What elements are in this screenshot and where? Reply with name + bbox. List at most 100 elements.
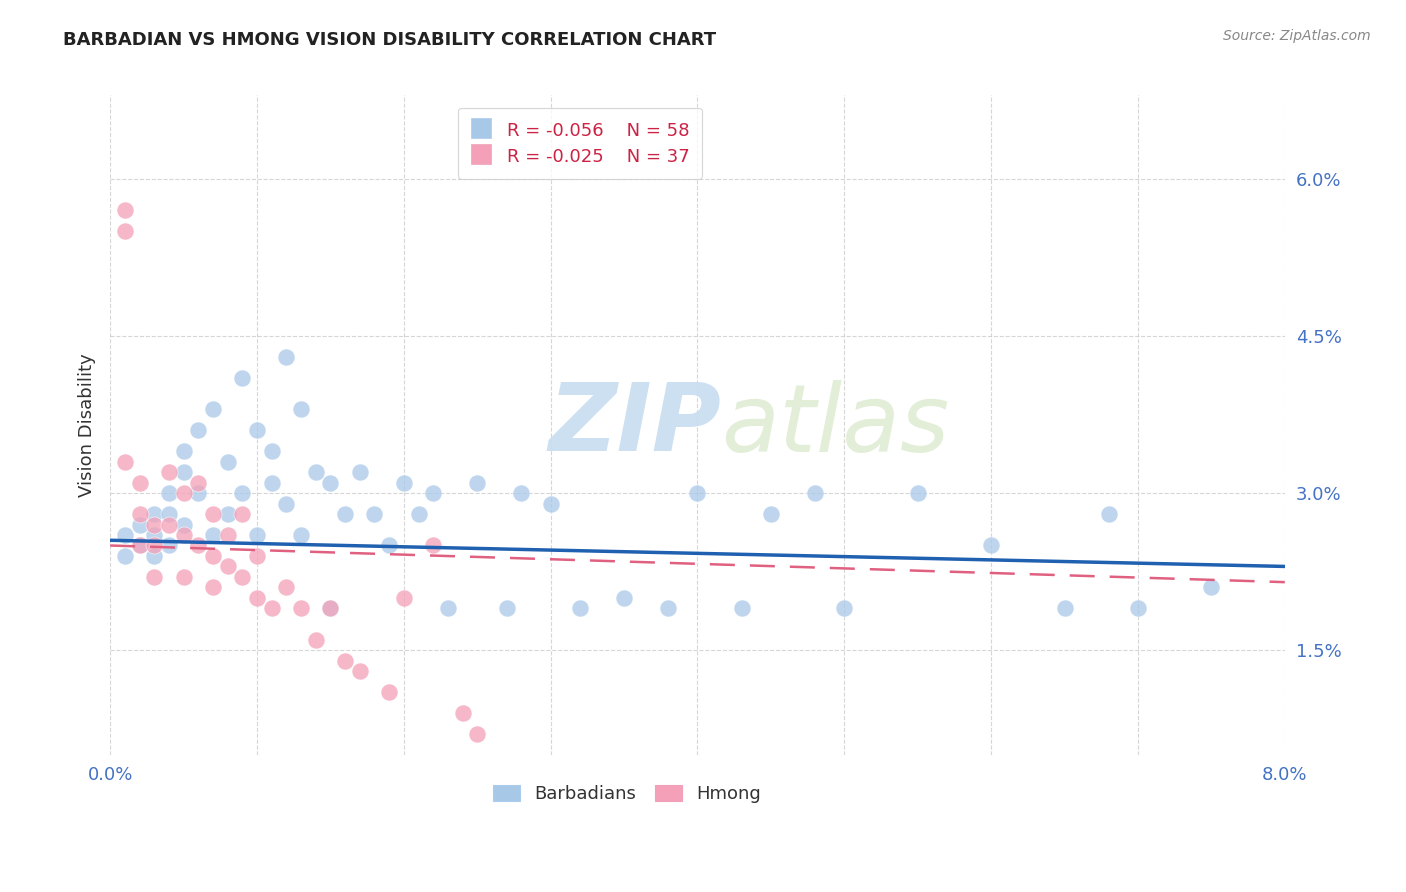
- Point: [980, 539, 1002, 553]
- Point: [143, 517, 166, 532]
- Point: [128, 475, 150, 490]
- Point: [305, 632, 328, 647]
- Y-axis label: Vision Disability: Vision Disability: [79, 353, 96, 497]
- Point: [128, 517, 150, 532]
- Point: [408, 507, 430, 521]
- Point: [276, 580, 298, 594]
- Point: [173, 570, 195, 584]
- Point: [437, 601, 460, 615]
- Point: [201, 507, 224, 521]
- Point: [143, 570, 166, 584]
- Point: [217, 559, 239, 574]
- Point: [217, 507, 239, 521]
- Text: BARBADIAN VS HMONG VISION DISABILITY CORRELATION CHART: BARBADIAN VS HMONG VISION DISABILITY COR…: [63, 31, 717, 49]
- Point: [290, 528, 312, 542]
- Point: [173, 465, 195, 479]
- Point: [276, 497, 298, 511]
- Point: [834, 601, 856, 615]
- Legend: Barbadians, Hmong: Barbadians, Hmong: [484, 775, 770, 812]
- Point: [290, 402, 312, 417]
- Point: [128, 507, 150, 521]
- Point: [173, 517, 195, 532]
- Point: [260, 601, 283, 615]
- Point: [157, 486, 180, 500]
- Text: ZIP: ZIP: [548, 379, 721, 471]
- Point: [804, 486, 827, 500]
- Point: [260, 444, 283, 458]
- Point: [349, 465, 371, 479]
- Point: [378, 685, 401, 699]
- Point: [217, 528, 239, 542]
- Point: [231, 507, 253, 521]
- Point: [246, 423, 269, 437]
- Point: [276, 350, 298, 364]
- Point: [246, 528, 269, 542]
- Point: [349, 664, 371, 678]
- Point: [173, 486, 195, 500]
- Point: [392, 591, 415, 605]
- Point: [613, 591, 636, 605]
- Point: [217, 455, 239, 469]
- Point: [246, 591, 269, 605]
- Point: [260, 475, 283, 490]
- Point: [143, 549, 166, 563]
- Point: [157, 539, 180, 553]
- Point: [143, 507, 166, 521]
- Point: [305, 465, 328, 479]
- Point: [319, 475, 342, 490]
- Point: [422, 539, 444, 553]
- Point: [333, 507, 356, 521]
- Point: [128, 539, 150, 553]
- Point: [187, 423, 209, 437]
- Point: [540, 497, 562, 511]
- Point: [465, 727, 488, 741]
- Point: [759, 507, 782, 521]
- Point: [231, 371, 253, 385]
- Point: [378, 539, 401, 553]
- Point: [114, 224, 136, 238]
- Point: [114, 203, 136, 218]
- Point: [231, 570, 253, 584]
- Point: [510, 486, 533, 500]
- Point: [290, 601, 312, 615]
- Point: [143, 528, 166, 542]
- Point: [157, 517, 180, 532]
- Point: [657, 601, 679, 615]
- Point: [187, 475, 209, 490]
- Point: [157, 507, 180, 521]
- Point: [686, 486, 709, 500]
- Point: [201, 402, 224, 417]
- Point: [187, 486, 209, 500]
- Point: [907, 486, 929, 500]
- Point: [392, 475, 415, 490]
- Text: atlas: atlas: [721, 380, 949, 471]
- Point: [114, 455, 136, 469]
- Point: [730, 601, 752, 615]
- Point: [157, 465, 180, 479]
- Point: [201, 528, 224, 542]
- Point: [333, 654, 356, 668]
- Point: [1097, 507, 1119, 521]
- Point: [201, 549, 224, 563]
- Text: Source: ZipAtlas.com: Source: ZipAtlas.com: [1223, 29, 1371, 43]
- Point: [201, 580, 224, 594]
- Point: [319, 601, 342, 615]
- Point: [319, 601, 342, 615]
- Point: [173, 444, 195, 458]
- Point: [128, 539, 150, 553]
- Point: [173, 528, 195, 542]
- Point: [187, 539, 209, 553]
- Point: [363, 507, 385, 521]
- Point: [451, 706, 474, 720]
- Point: [465, 475, 488, 490]
- Point: [569, 601, 592, 615]
- Point: [143, 539, 166, 553]
- Point: [1053, 601, 1076, 615]
- Point: [231, 486, 253, 500]
- Point: [114, 528, 136, 542]
- Point: [246, 549, 269, 563]
- Point: [495, 601, 517, 615]
- Point: [422, 486, 444, 500]
- Point: [1126, 601, 1149, 615]
- Point: [1201, 580, 1223, 594]
